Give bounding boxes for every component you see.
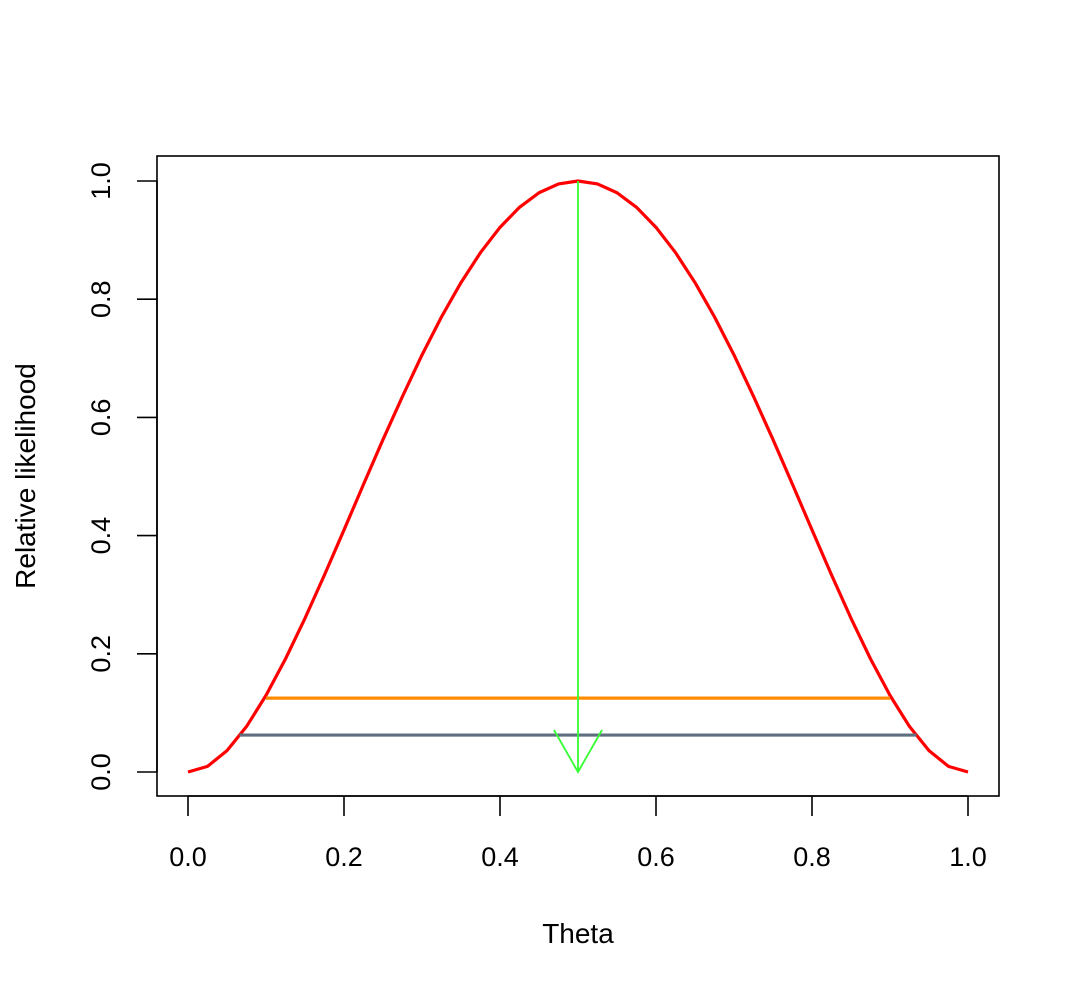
- x-tick-label: 0.4: [481, 842, 519, 872]
- y-tick-label: 0.4: [86, 517, 116, 555]
- x-axis-title: Theta: [542, 918, 614, 949]
- y-tick-label: 1.0: [86, 162, 116, 200]
- mle-arrow-head: [553, 729, 603, 774]
- y-tick-label: 0.2: [86, 635, 116, 673]
- y-axis: 0.0 0.2 0.4 0.6 0.8 1.0: [86, 162, 158, 791]
- x-tick-label: 0.8: [793, 842, 831, 872]
- x-tick-label: 1.0: [949, 842, 987, 872]
- series-layer: [187, 179, 969, 774]
- y-axis-title: Relative likelihood: [10, 363, 41, 589]
- x-axis: 0.0 0.2 0.4 0.6 0.8 1.0: [169, 795, 987, 872]
- x-tick-label: 0.6: [637, 842, 675, 872]
- y-tick-label: 0.0: [86, 753, 116, 791]
- x-tick-label: 0.2: [325, 842, 363, 872]
- y-tick-label: 0.8: [86, 280, 116, 318]
- y-tick-label: 0.6: [86, 399, 116, 437]
- x-tick-label: 0.0: [169, 842, 207, 872]
